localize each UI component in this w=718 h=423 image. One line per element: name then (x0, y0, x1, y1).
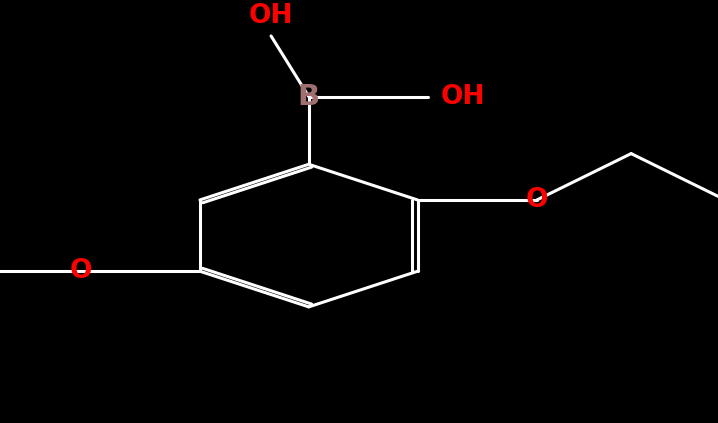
Text: B: B (298, 82, 320, 110)
Text: O: O (526, 187, 548, 213)
Text: OH: OH (441, 84, 485, 110)
Text: O: O (70, 258, 92, 284)
Text: OH: OH (249, 3, 293, 29)
